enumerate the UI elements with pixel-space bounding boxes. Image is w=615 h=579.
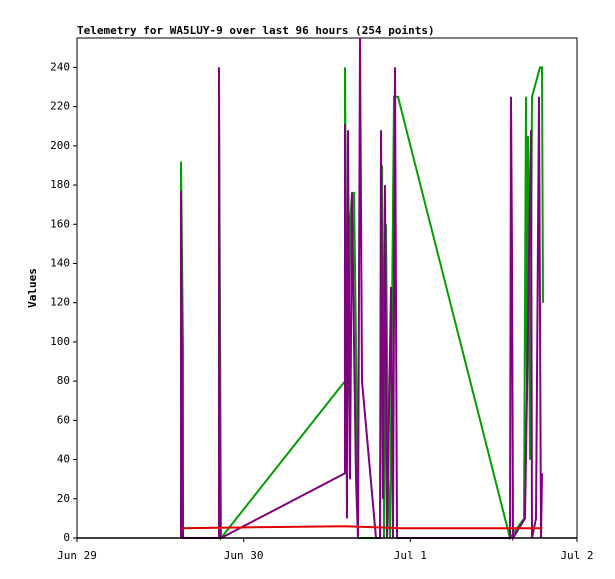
- y-tick-label: 200: [50, 139, 70, 152]
- x-tick-label: Jul 2: [560, 549, 593, 562]
- chart-title: Telemetry for WA5LUY-9 over last 96 hour…: [77, 24, 435, 37]
- y-tick-label: 80: [57, 374, 70, 387]
- y-tick-label: 60: [57, 413, 70, 426]
- y-tick-label: 20: [57, 492, 70, 505]
- y-tick-label: 40: [57, 453, 70, 466]
- y-tick-label: 140: [50, 256, 70, 269]
- y-tick-label: 100: [50, 335, 70, 348]
- x-tick-label: Jun 29: [57, 549, 97, 562]
- plot-frame: [76, 37, 578, 539]
- x-tick-label: Jul 1: [394, 549, 427, 562]
- y-tick-label: 220: [50, 100, 70, 113]
- series-line: [180, 525, 541, 530]
- y-axis-label: Values: [26, 268, 39, 308]
- y-tick-label: 120: [50, 296, 70, 309]
- y-tick-label: 160: [50, 217, 70, 230]
- y-tick-label: 240: [50, 60, 70, 73]
- y-tick-label: 180: [50, 178, 70, 191]
- x-tick-label: Jun 30: [224, 549, 264, 562]
- series-line: [180, 37, 543, 542]
- y-tick-label: 0: [63, 531, 70, 544]
